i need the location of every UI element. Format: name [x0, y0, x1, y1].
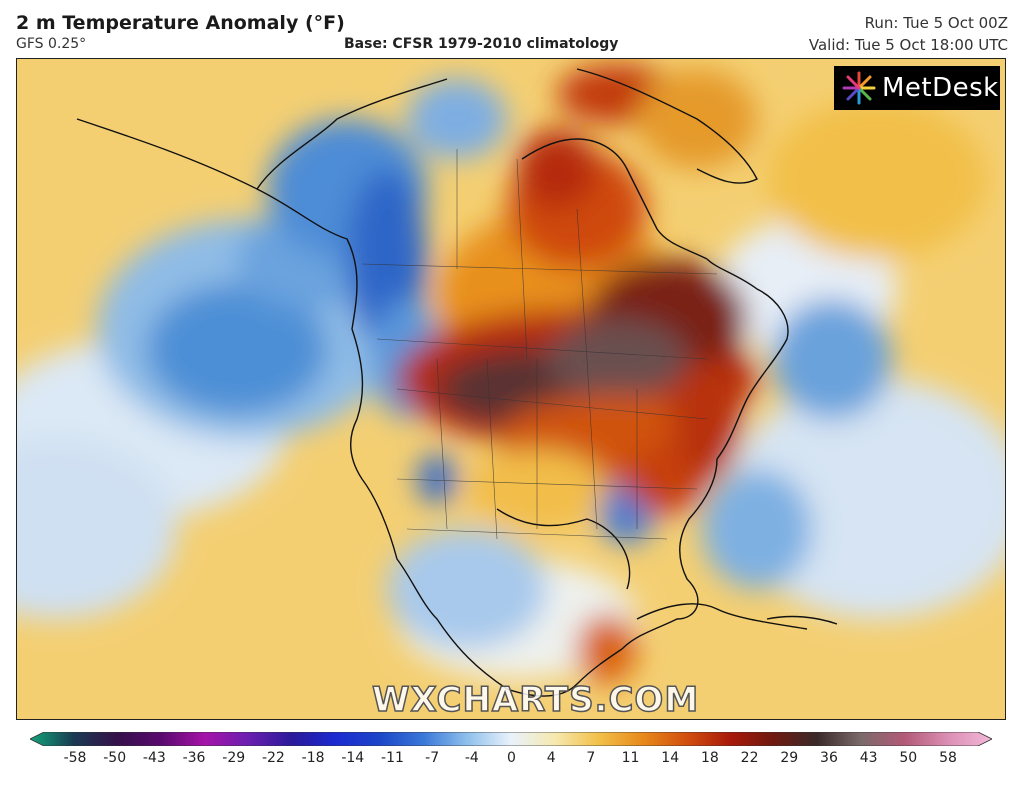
color-scale-tick-label: 18 [700, 750, 719, 766]
color-scale-tick-label: -36 [182, 750, 206, 766]
color-scale-tick-label: -50 [103, 750, 127, 766]
color-scale-tick-label: -14 [341, 750, 365, 766]
color-scale-tick-label: -7 [425, 750, 440, 766]
metdesk-starburst-icon [842, 71, 876, 105]
color-scale-tick-label: 22 [740, 750, 759, 766]
map-title: 2 m Temperature Anomaly (°F) [16, 12, 345, 34]
wxcharts-watermark: WXCHARTS.COM [371, 679, 700, 721]
color-scale-tick-label: -43 [142, 750, 166, 766]
model-label: GFS 0.25° [16, 36, 87, 52]
color-scale-tick-label: -18 [301, 750, 325, 766]
anomaly-map-canvas [17, 59, 1005, 719]
run-time-label: Run: Tue 5 Oct 00Z [864, 14, 1008, 32]
color-scale-tick-label: 43 [859, 750, 878, 766]
color-scale-tick-label: -11 [381, 750, 404, 766]
color-scale-tick-label: 7 [586, 750, 596, 766]
color-scale-bar [30, 732, 992, 746]
color-scale-tick-label: 0 [507, 750, 516, 766]
climatology-base-label: Base: CFSR 1979-2010 climatology [344, 36, 619, 52]
color-scale-tick-label: -58 [63, 750, 87, 766]
color-scale-tick-label: 14 [661, 750, 680, 766]
color-scale-tick-label: 50 [899, 750, 918, 766]
anomaly-map [16, 58, 1006, 720]
color-scale-ticks: -58 -50 -43 -36 -29 -22 -18 -14 -11 -7 -4 0 4 7 11 14 18… [0, 750, 1024, 770]
color-scale-shape [30, 732, 992, 746]
metdesk-logo: MetDesk [834, 66, 1000, 110]
color-scale-tick-label: 36 [820, 750, 838, 766]
valid-time-label: Valid: Tue 5 Oct 18:00 UTC [808, 36, 1008, 54]
color-scale-tick-label: -22 [261, 750, 285, 766]
color-scale-tick-label: 58 [939, 750, 957, 766]
coastlines [76, 68, 838, 697]
color-scale-tick-label: 4 [546, 750, 556, 766]
metdesk-logo-text: MetDesk [882, 73, 999, 103]
anomaly-field [17, 64, 1005, 684]
color-scale-tick-label: -4 [464, 750, 479, 766]
color-scale-tick-label: 29 [780, 750, 799, 766]
borders [361, 149, 718, 540]
color-scale-tick-label: 11 [621, 750, 640, 766]
color-scale-tick-label: -29 [222, 750, 246, 766]
